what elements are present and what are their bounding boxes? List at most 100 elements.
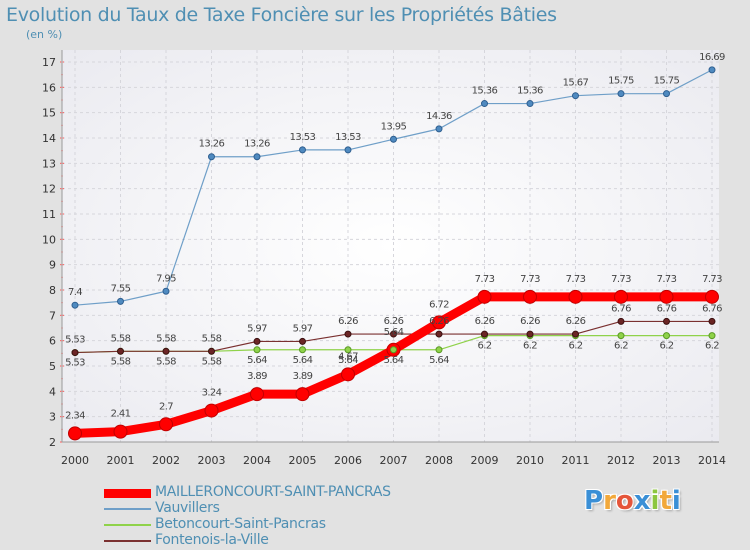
data-label-betoncourt-saint-pancras: 5.58 xyxy=(111,356,131,367)
data-point-betoncourt-saint-pancras xyxy=(344,346,352,354)
data-label-fontenois-la-ville: 5.58 xyxy=(156,333,176,344)
data-point-fontenois-la-ville xyxy=(71,349,79,357)
y-axis-unit: (en %) xyxy=(26,28,63,41)
data-point-fontenois-la-ville xyxy=(390,330,397,338)
data-point-mailleroncourt-saint-pancras xyxy=(295,387,310,402)
data-point-mailleroncourt-saint-pancras xyxy=(68,426,82,441)
data-label-mailleroncourt-saint-pancras: 7.73 xyxy=(520,274,540,285)
data-label-vauvillers: 13.95 xyxy=(381,121,407,132)
legend-swatch xyxy=(104,540,151,542)
data-point-fontenois-la-ville xyxy=(481,330,488,338)
data-label-vauvillers: 13.26 xyxy=(199,139,225,150)
data-label-betoncourt-saint-pancras: 5.64 xyxy=(293,355,313,366)
data-label-vauvillers: 15.75 xyxy=(654,76,680,87)
data-label-fontenois-la-ville: 6.26 xyxy=(566,316,586,327)
data-point-fontenois-la-ville xyxy=(253,337,261,345)
legend-label: Fontenois-la-Ville xyxy=(155,532,269,548)
y-tick-label: 17 xyxy=(42,56,56,69)
x-tick-label: 2000 xyxy=(61,454,89,467)
data-label-fontenois-la-ville: 5.58 xyxy=(111,333,131,344)
data-label-betoncourt-saint-pancras: 5.64 xyxy=(338,355,358,366)
logo-letter: P xyxy=(584,486,604,516)
data-label-vauvillers: 13.53 xyxy=(335,132,361,143)
data-point-fontenois-la-ville xyxy=(435,330,443,338)
y-tick-label: 12 xyxy=(42,183,56,196)
data-label-mailleroncourt-saint-pancras: 4.67 xyxy=(338,351,358,362)
data-label-fontenois-la-ville: 5.58 xyxy=(202,333,222,344)
x-tick-label: 2004 xyxy=(243,454,271,467)
data-point-vauvillers xyxy=(71,301,79,309)
legend-label: Vauvillers xyxy=(155,500,220,516)
data-point-mailleroncourt-saint-pancras xyxy=(705,289,719,304)
data-label-mailleroncourt-saint-pancras: 6.72 xyxy=(429,299,449,310)
data-label-mailleroncourt-saint-pancras: 2.7 xyxy=(159,401,173,412)
x-tick-label: 2008 xyxy=(425,454,453,467)
x-tick-label: 2001 xyxy=(107,454,135,467)
data-point-mailleroncourt-saint-pancras xyxy=(341,367,355,382)
data-label-mailleroncourt-saint-pancras: 7.73 xyxy=(657,274,677,285)
data-point-vauvillers xyxy=(526,100,534,108)
data-label-fontenois-la-ville: 6.26 xyxy=(429,316,449,327)
legend-label: Betoncourt-Saint-Pancras xyxy=(155,516,326,532)
y-tick-label: 15 xyxy=(42,107,56,120)
data-label-mailleroncourt-saint-pancras: 7.73 xyxy=(566,274,586,285)
data-label-betoncourt-saint-pancras: 5.64 xyxy=(429,355,449,366)
grid xyxy=(62,50,719,443)
y-tick-label: 16 xyxy=(42,81,56,94)
data-point-fontenois-la-ville xyxy=(208,347,215,355)
y-tick-label: 4 xyxy=(49,385,56,398)
data-label-fontenois-la-ville: 6.26 xyxy=(520,316,540,327)
data-point-fontenois-la-ville xyxy=(299,337,306,345)
data-label-vauvillers: 7.95 xyxy=(156,273,176,284)
data-point-vauvillers xyxy=(117,297,124,305)
x-tick-label: 2012 xyxy=(607,454,635,467)
data-label-mailleroncourt-saint-pancras: 3.89 xyxy=(293,371,313,382)
data-label-vauvillers: 15.67 xyxy=(563,78,589,89)
data-point-mailleroncourt-saint-pancras xyxy=(250,387,264,402)
data-point-fontenois-la-ville xyxy=(162,347,170,355)
data-point-vauvillers xyxy=(208,153,215,161)
data-label-betoncourt-saint-pancras: 5.64 xyxy=(384,355,404,366)
data-point-betoncourt-saint-pancras xyxy=(617,332,625,340)
data-point-mailleroncourt-saint-pancras xyxy=(159,417,173,432)
data-point-betoncourt-saint-pancras xyxy=(708,332,716,340)
data-label-vauvillers: 15.75 xyxy=(608,76,634,87)
data-label-vauvillers: 7.4 xyxy=(68,287,82,298)
data-point-fontenois-la-ville xyxy=(572,330,579,338)
data-point-vauvillers xyxy=(572,92,579,100)
data-label-vauvillers: 13.26 xyxy=(244,139,270,150)
data-point-fontenois-la-ville xyxy=(708,317,716,325)
data-point-mailleroncourt-saint-pancras xyxy=(113,424,128,439)
data-label-mailleroncourt-saint-pancras: 3.89 xyxy=(247,371,267,382)
data-label-betoncourt-saint-pancras: 5.53 xyxy=(65,358,85,369)
proxiti-logo: Proxiti xyxy=(584,486,681,516)
y-tick-label: 3 xyxy=(49,411,56,424)
data-point-vauvillers xyxy=(299,146,306,154)
series-group xyxy=(68,66,719,441)
data-label-fontenois-la-ville: 6.76 xyxy=(702,303,722,314)
data-point-vauvillers xyxy=(344,146,352,154)
x-tick-label: 2002 xyxy=(152,454,180,467)
y-tick-label: 7 xyxy=(49,309,56,322)
x-tick-label: 2005 xyxy=(289,454,317,467)
data-point-betoncourt-saint-pancras xyxy=(390,346,397,354)
axes: 2 3 4 5 6 7 8 9 10 11 12 13 14 15 16 17 2000 2001 2002 2003… xyxy=(42,50,726,467)
data-point-vauvillers xyxy=(481,100,488,108)
data-point-vauvillers xyxy=(253,153,261,161)
data-label-fontenois-la-ville: 6.76 xyxy=(611,303,631,314)
data-label-vauvillers: 16.69 xyxy=(699,52,725,63)
data-point-mailleroncourt-saint-pancras xyxy=(523,289,537,304)
data-point-vauvillers xyxy=(708,66,716,74)
x-tick-label: 2013 xyxy=(653,454,681,467)
legend-swatch xyxy=(104,488,151,498)
plot-area xyxy=(62,50,719,442)
y-tick-label: 14 xyxy=(42,132,56,145)
data-label-fontenois-la-ville: 5.53 xyxy=(65,335,85,346)
data-point-betoncourt-saint-pancras xyxy=(663,332,670,340)
data-label-mailleroncourt-saint-pancras: 3.24 xyxy=(202,388,222,399)
logo-letter: i xyxy=(671,486,681,516)
data-label-fontenois-la-ville: 5.97 xyxy=(247,323,267,334)
data-label-betoncourt-saint-pancras: 6.2 xyxy=(523,341,537,352)
data-point-vauvillers xyxy=(435,125,443,133)
